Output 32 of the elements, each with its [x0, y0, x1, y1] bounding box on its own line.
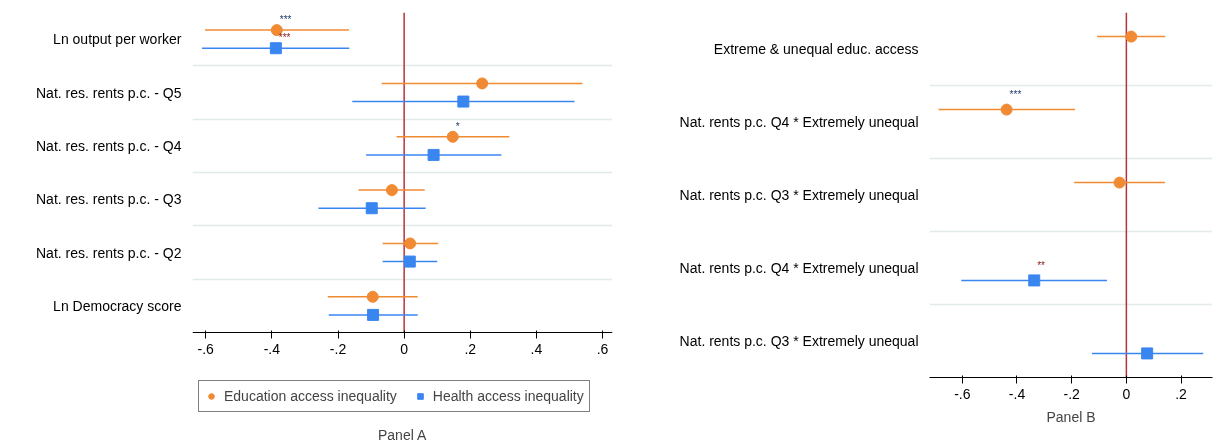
- x-tick-label: -.4: [263, 340, 281, 357]
- x-tick-label: -.2: [329, 340, 347, 357]
- data-label: ***: [279, 13, 292, 25]
- y-tick-label: Nat. rents p.c. Q3 * Extremely unequal: [679, 333, 919, 349]
- data-label: **: [1037, 260, 1046, 272]
- x-tick-label: -.6: [197, 340, 215, 357]
- x-tick-label: -.4: [1008, 385, 1026, 402]
- data-label: *: [455, 120, 460, 132]
- y-tick-label: Nat. rents p.c. Q3 * Extremely unequal: [679, 187, 919, 203]
- y-tick-label: Ln output per worker: [53, 31, 182, 48]
- y-tick-label: Nat. rents p.c. Q4 * Extremely unequal: [679, 260, 919, 276]
- y-tick-label: Ln Democracy score: [53, 297, 182, 314]
- data-label: ***: [1009, 89, 1022, 101]
- x-tick-label: 0: [400, 340, 409, 357]
- y-tick-label: Nat. res. rents p.c. - Q2: [36, 244, 182, 261]
- x-tick-label: 0: [1122, 385, 1131, 402]
- y-tick-label: Nat. res. rents p.c. - Q5: [36, 84, 182, 101]
- y-tick-label: Extreme & unequal educ. access: [713, 41, 919, 57]
- y-tick-label: Nat. res. rents p.c. - Q4: [36, 137, 182, 154]
- y-tick-label: Nat. res. rents p.c. - Q3: [36, 191, 182, 208]
- x-tick-label: -.6: [954, 385, 971, 402]
- x-axis-title: Panel B: [1046, 408, 1096, 425]
- data-label: ***: [278, 32, 291, 44]
- legend-label: Education access inequality: [224, 388, 397, 404]
- x-tick-label: .6: [596, 340, 609, 357]
- x-tick-label: -.2: [1063, 385, 1081, 402]
- y-tick-label: Nat. rents p.c. Q4 * Extremely unequal: [679, 114, 919, 130]
- legend-label: Health access inequality: [432, 388, 584, 404]
- x-tick-label: .2: [1175, 385, 1188, 402]
- x-tick-label: .4: [530, 340, 543, 357]
- x-tick-label: .2: [464, 340, 477, 357]
- x-axis-title: Panel A: [377, 426, 427, 443]
